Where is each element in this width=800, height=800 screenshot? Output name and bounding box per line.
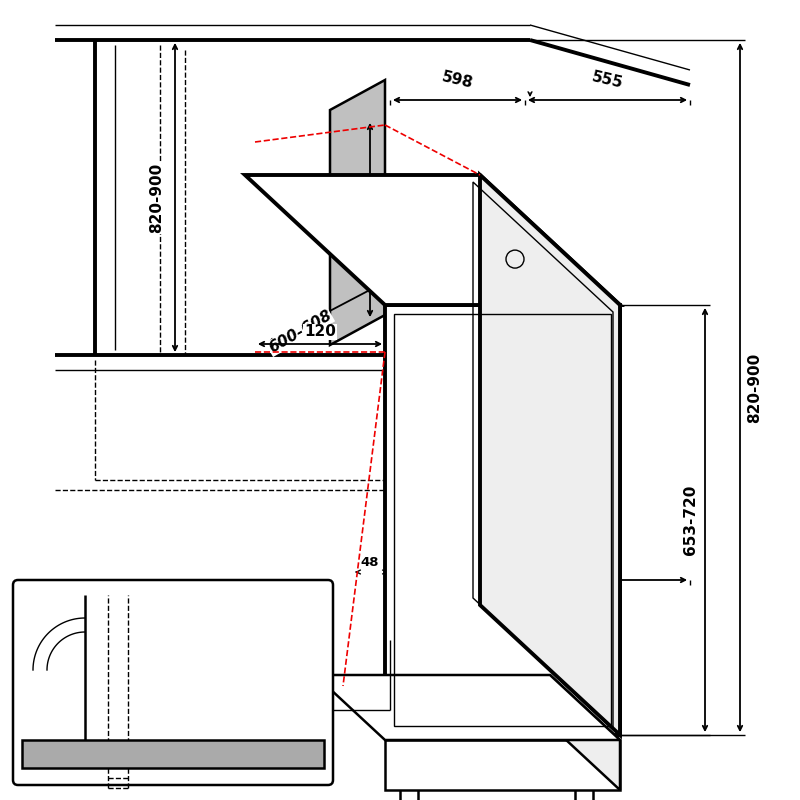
Text: 560: 560 (338, 200, 371, 240)
Text: 120: 120 (304, 325, 336, 339)
Text: 590: 590 (208, 602, 240, 618)
FancyBboxPatch shape (13, 580, 333, 785)
Text: 598: 598 (440, 69, 474, 91)
Text: 555: 555 (590, 69, 624, 91)
Text: 173: 173 (422, 558, 434, 586)
Polygon shape (480, 175, 620, 735)
Text: 48: 48 (361, 555, 379, 569)
Text: 160: 160 (409, 531, 422, 559)
Polygon shape (245, 175, 620, 305)
Text: 87: 87 (438, 674, 453, 694)
Bar (22, 740, 324, 768)
Text: 653-720: 653-720 (682, 485, 698, 555)
Text: 820-900: 820-900 (747, 353, 762, 423)
Text: 240: 240 (438, 531, 451, 559)
Text: 596: 596 (561, 557, 593, 571)
Polygon shape (315, 675, 620, 740)
Text: 93: 93 (394, 563, 406, 581)
Text: 820-900: 820-900 (150, 163, 165, 233)
Polygon shape (385, 740, 620, 790)
Polygon shape (330, 80, 385, 345)
Polygon shape (550, 675, 620, 790)
Polygon shape (385, 305, 620, 735)
Text: 600-608: 600-608 (266, 308, 334, 356)
